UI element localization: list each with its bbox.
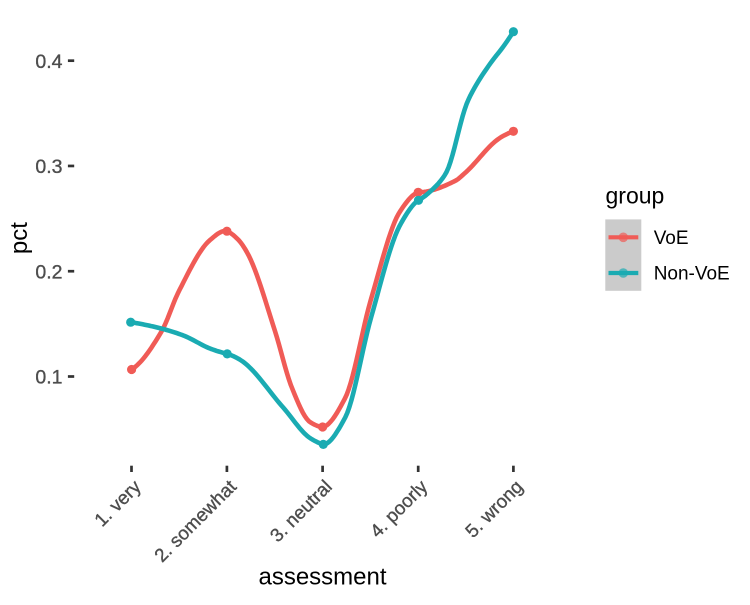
- svg-text:0.2: 0.2: [35, 261, 62, 283]
- svg-text:group: group: [606, 183, 665, 209]
- svg-text:Non-VoE: Non-VoE: [654, 264, 730, 285]
- svg-text:0.1: 0.1: [35, 367, 62, 389]
- svg-text:0.4: 0.4: [35, 51, 62, 73]
- svg-text:0.3: 0.3: [35, 156, 62, 178]
- svg-text:pct: pct: [6, 222, 33, 254]
- svg-text:VoE: VoE: [654, 228, 689, 249]
- svg-text:assessment: assessment: [258, 564, 386, 591]
